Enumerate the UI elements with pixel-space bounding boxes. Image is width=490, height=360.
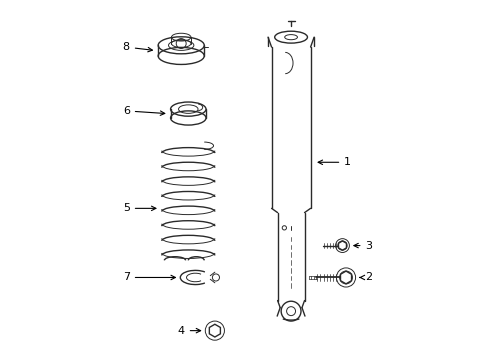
Text: 4: 4 (177, 326, 200, 336)
Text: 3: 3 (354, 240, 372, 251)
Text: 7: 7 (122, 273, 175, 283)
Text: 1: 1 (318, 157, 351, 167)
Text: 8: 8 (122, 42, 152, 52)
Text: 5: 5 (123, 203, 156, 213)
Text: 2: 2 (360, 273, 372, 283)
Text: 6: 6 (123, 106, 165, 116)
